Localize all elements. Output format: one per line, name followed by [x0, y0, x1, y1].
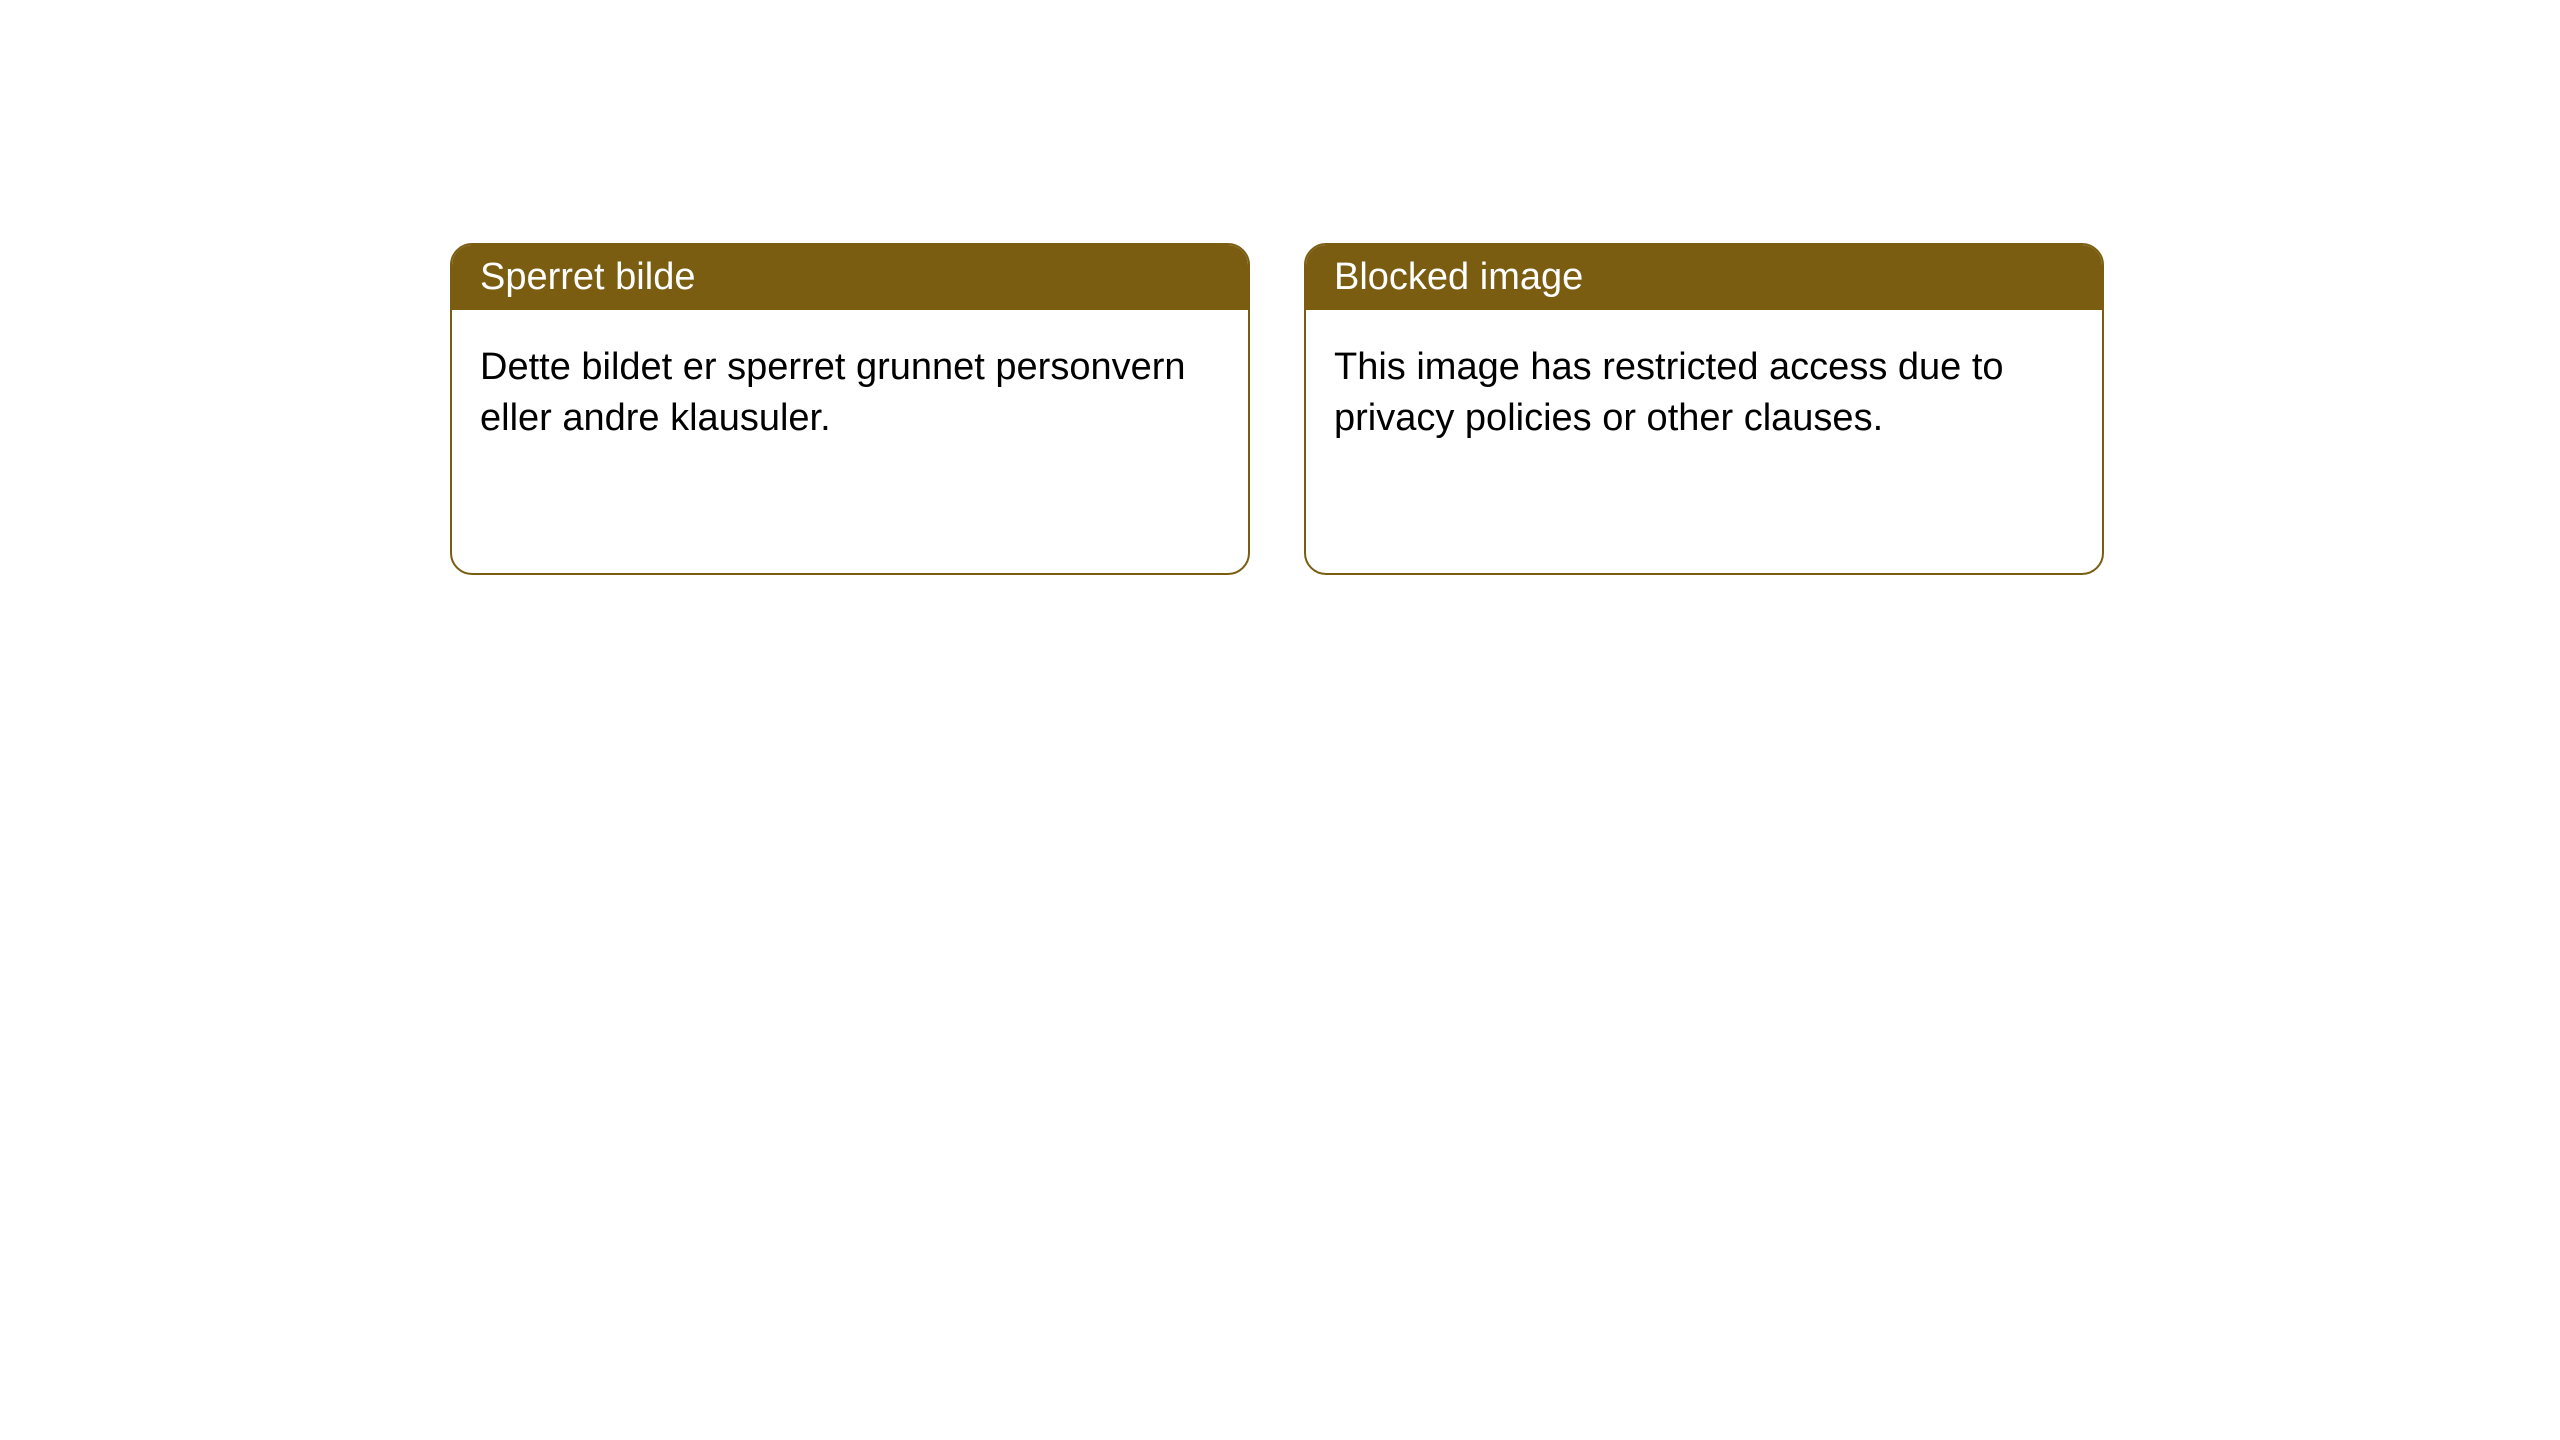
- card-body-text: This image has restricted access due to …: [1334, 346, 2004, 439]
- notice-card-english: Blocked image This image has restricted …: [1304, 243, 2104, 575]
- notice-cards-container: Sperret bilde Dette bildet er sperret gr…: [450, 243, 2104, 575]
- notice-card-norwegian: Sperret bilde Dette bildet er sperret gr…: [450, 243, 1250, 575]
- card-body-text: Dette bildet er sperret grunnet personve…: [480, 346, 1186, 439]
- card-header: Sperret bilde: [452, 245, 1248, 310]
- card-header: Blocked image: [1306, 245, 2102, 310]
- card-title: Sperret bilde: [480, 256, 695, 298]
- card-title: Blocked image: [1334, 256, 1583, 298]
- card-body: Dette bildet er sperret grunnet personve…: [452, 310, 1248, 477]
- card-body: This image has restricted access due to …: [1306, 310, 2102, 477]
